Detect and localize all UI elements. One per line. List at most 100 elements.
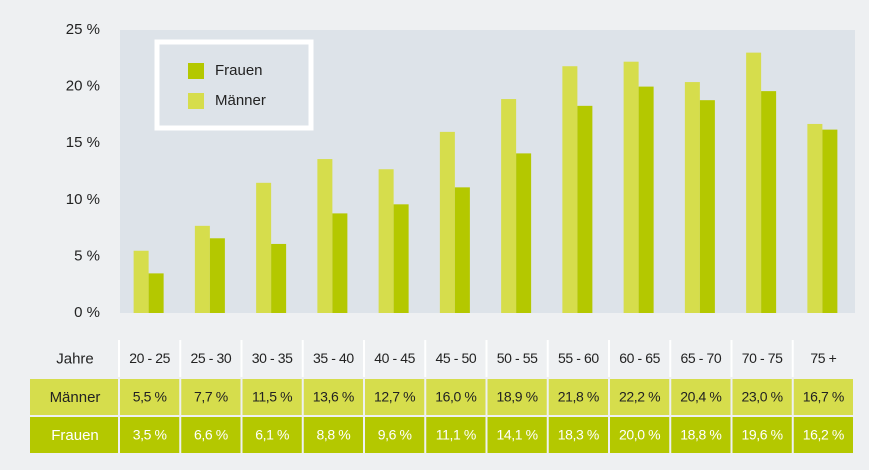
table-cell	[793, 379, 853, 415]
bar	[638, 86, 654, 313]
table-cell	[487, 340, 547, 377]
table-cell-text: 70 - 75	[742, 350, 783, 366]
table-cell	[30, 417, 118, 453]
y-tick-label: 15 %	[66, 134, 100, 151]
y-tick-label: 5 %	[74, 247, 100, 264]
table-cell-text: 13,6 %	[313, 389, 354, 405]
bar	[439, 131, 455, 313]
y-tick-label: 10 %	[66, 191, 100, 208]
table-cell-text: 50 - 55	[497, 350, 538, 366]
table-cell	[365, 340, 425, 377]
table-cell-text: 65 - 70	[680, 350, 721, 366]
bar	[393, 204, 409, 313]
legend-swatch	[188, 93, 204, 109]
table-cell-text: 20,4 %	[680, 389, 721, 405]
table-row-header: Männer	[50, 389, 101, 406]
table-cell	[610, 379, 670, 415]
table-cell	[181, 417, 241, 453]
table-cell	[793, 340, 853, 377]
table-cell	[671, 340, 731, 377]
table-cell-text: 60 - 65	[619, 350, 660, 366]
table-cell-text: 9,6 %	[378, 427, 412, 443]
table-cell	[610, 340, 670, 377]
bar	[761, 91, 777, 314]
table-cell	[303, 417, 363, 453]
table-cell-text: 55 - 60	[558, 350, 599, 366]
legend-label: Frauen	[215, 62, 263, 79]
table-cell-text: 16,0 %	[435, 389, 476, 405]
table-cell	[732, 340, 792, 377]
table-cell	[242, 417, 302, 453]
table-cell-text: 16,7 %	[803, 389, 844, 405]
table-cell	[793, 417, 853, 453]
table-row-header: Frauen	[51, 427, 99, 444]
table-cell-text: 14,1 %	[497, 427, 538, 443]
table-cell	[671, 379, 731, 415]
table-cell	[303, 379, 363, 415]
bar	[256, 182, 272, 313]
table-cell	[120, 340, 180, 377]
table-cell	[426, 417, 486, 453]
bar	[516, 153, 532, 313]
table-cell-text: 6,1 %	[255, 427, 289, 443]
table-cell	[120, 417, 180, 453]
table-cell	[487, 417, 547, 453]
table-cell	[426, 379, 486, 415]
y-tick-label: 20 %	[66, 78, 100, 95]
table-cell	[548, 340, 608, 377]
table-cell	[548, 379, 608, 415]
table-cell	[365, 379, 425, 415]
table-cell-text: 23,0 %	[742, 389, 783, 405]
legend-swatch	[188, 63, 204, 79]
table-cell-text: 12,7 %	[374, 389, 415, 405]
table-cell	[181, 379, 241, 415]
table-cell-text: 22,2 %	[619, 389, 660, 405]
table-row-header: Jahre	[56, 350, 94, 367]
table-cell-text: 6,6 %	[194, 427, 228, 443]
table-cell-text: 3,5 %	[133, 427, 167, 443]
table-cell-text: 30 - 35	[252, 350, 293, 366]
table-cell	[120, 379, 180, 415]
table-cell-text: 75 +	[810, 350, 836, 366]
bar	[623, 61, 639, 313]
bar	[148, 273, 164, 313]
table-cell-text: 18,8 %	[680, 427, 721, 443]
bar	[332, 213, 348, 313]
bar	[133, 250, 149, 313]
table-cell-text: 11,1 %	[436, 427, 476, 443]
table-cell-text: 8,8 %	[316, 427, 350, 443]
table-cell	[610, 417, 670, 453]
bar	[746, 52, 762, 313]
bar	[822, 129, 838, 313]
table-cell	[426, 340, 486, 377]
table-cell-text: 40 - 45	[374, 350, 415, 366]
table-cell-text: 20,0 %	[619, 427, 660, 443]
legend-box	[154, 39, 314, 131]
bar	[317, 159, 333, 313]
bar	[454, 187, 470, 313]
table-cell	[671, 417, 731, 453]
y-tick-label: 0 %	[74, 304, 100, 321]
table-cell-text: 7,7 %	[194, 389, 228, 405]
table-cell	[30, 340, 118, 377]
legend-label: Männer	[215, 92, 266, 109]
bar	[562, 66, 578, 313]
table-cell-text: 21,8 %	[558, 389, 599, 405]
y-tick-label: 25 %	[66, 21, 100, 38]
table-cell	[548, 417, 608, 453]
bar	[209, 238, 225, 313]
table-cell-text: 5,5 %	[133, 389, 167, 405]
bar	[378, 169, 394, 313]
table-cell-text: 18,3 %	[558, 427, 599, 443]
bar	[577, 105, 593, 314]
bar	[807, 123, 823, 314]
table-cell-text: 19,6 %	[742, 427, 783, 443]
table-cell-text: 20 - 25	[129, 350, 170, 366]
table-cell-text: 16,2 %	[803, 427, 844, 443]
bar	[501, 99, 517, 313]
table-cell	[365, 417, 425, 453]
table-cell-text: 11,5 %	[252, 389, 292, 405]
table-cell	[732, 379, 792, 415]
table-cell	[303, 340, 363, 377]
table-cell-text: 35 - 40	[313, 350, 354, 366]
